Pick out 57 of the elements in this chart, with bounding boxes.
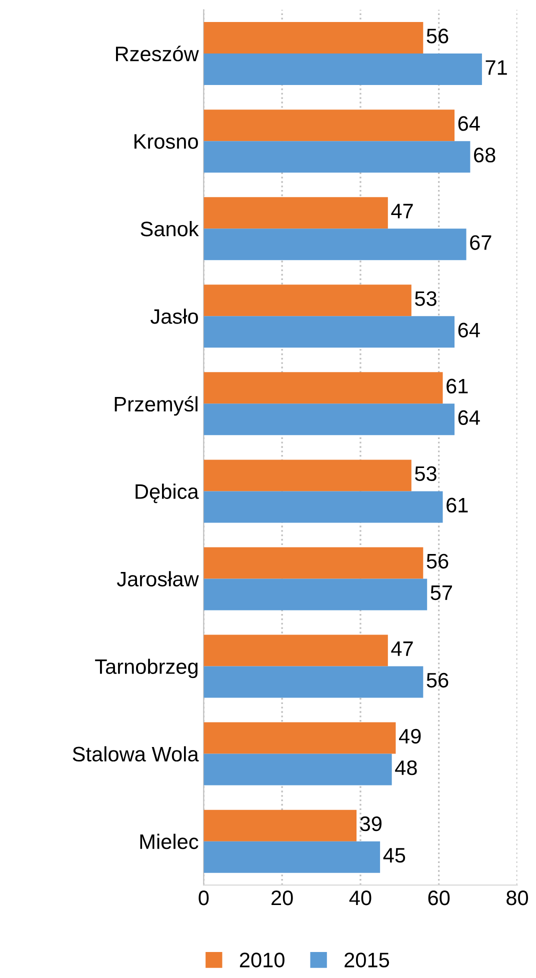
data-label: 56 [426,672,448,688]
bar [204,404,455,436]
data-label: 71 [486,60,507,75]
bar [204,54,482,86]
bar [204,491,443,523]
legend-label: 2010 [240,952,284,968]
x-tick-label: 20 [272,890,293,906]
bar [204,110,455,142]
bar [204,141,470,173]
bar [204,316,455,348]
x-tick-label: 80 [506,890,528,906]
y-tick-label: Przemyśl [114,396,198,416]
bar [204,578,428,610]
data-label: 68 [474,148,496,162]
y-tick-label: Tarnobrzeg [95,658,198,678]
data-label: 56 [426,554,448,569]
bar [204,22,424,54]
data-label: 64 [458,322,480,338]
y-tick-label: Dębica [136,484,199,504]
data-label: 57 [430,586,452,600]
data-label: 53 [415,466,436,482]
x-tick-label: 60 [428,890,450,906]
bar [204,284,412,316]
y-tick-label: Jarosław [116,571,199,586]
bar [204,228,466,260]
legend-label: 2015 [344,952,390,968]
bar [204,810,357,842]
x-tick-label: 0 [198,890,209,906]
bar [204,754,392,786]
data-label: 61 [446,498,468,513]
bar [204,666,424,698]
data-label: 61 [446,378,468,394]
data-label: 67 [470,235,492,250]
data-label: 56 [426,28,448,44]
data-label: 39 [360,816,382,832]
bar [204,722,396,754]
bar [204,547,424,579]
data-label: 48 [395,760,417,776]
bar [204,634,388,666]
y-tick-label: Stalowa Wola [72,746,199,762]
y-tick-label: Jasło [150,308,198,324]
y-tick-label: Krosno [134,134,198,149]
y-tick-label: Rzeszów [116,46,199,62]
y-tick-label: Sanok [140,221,199,236]
data-label: 45 [383,848,406,863]
x-tick-label: 40 [349,890,372,906]
y-tick-label: Mielec [140,834,198,850]
data-label: 64 [458,410,480,426]
bar [204,460,412,492]
bar [204,841,380,873]
data-label: 47 [391,642,413,656]
data-label: 47 [391,204,413,218]
data-label: 49 [398,728,421,744]
bar [204,372,443,404]
data-label: 64 [458,116,480,131]
data-label: 53 [415,291,436,306]
bar [204,197,388,229]
